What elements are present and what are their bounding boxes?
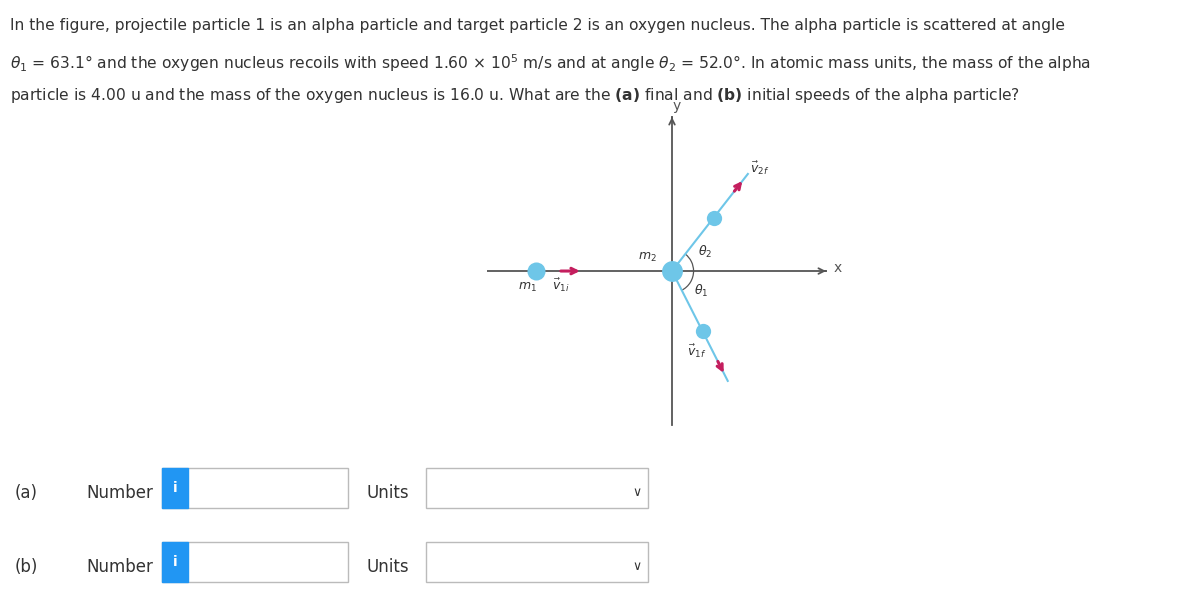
- Text: x: x: [833, 261, 841, 275]
- Text: Units: Units: [366, 557, 409, 576]
- Text: particle is 4.00 u and the mass of the oxygen nucleus is 16.0 u. What are the $\: particle is 4.00 u and the mass of the o…: [10, 86, 1020, 105]
- Text: $\vec{v}_{2f}$: $\vec{v}_{2f}$: [750, 160, 769, 177]
- Text: $m_1$: $m_1$: [518, 280, 536, 294]
- Text: y: y: [673, 99, 682, 113]
- Text: $\vec{v}_{1f}$: $\vec{v}_{1f}$: [686, 343, 706, 360]
- Text: i: i: [173, 555, 178, 569]
- Text: In the figure, projectile particle 1 is an alpha particle and target particle 2 : In the figure, projectile particle 1 is …: [10, 18, 1064, 33]
- Text: i: i: [173, 481, 178, 495]
- Text: $\theta_1$ = 63.1° and the oxygen nucleus recoils with speed 1.60 × 10$^5$ m/s a: $\theta_1$ = 63.1° and the oxygen nucleu…: [10, 52, 1091, 74]
- Text: (b): (b): [14, 557, 37, 576]
- Text: ∨: ∨: [632, 560, 642, 573]
- Text: ∨: ∨: [632, 486, 642, 500]
- Text: Units: Units: [366, 484, 409, 502]
- Text: Number: Number: [86, 557, 154, 576]
- Text: Number: Number: [86, 484, 154, 502]
- Text: $m_2$: $m_2$: [638, 251, 656, 264]
- Text: $\theta_1$: $\theta_1$: [694, 283, 708, 299]
- Text: $\vec{v}_{1i}$: $\vec{v}_{1i}$: [552, 276, 569, 294]
- Text: $\theta_2$: $\theta_2$: [698, 244, 712, 260]
- Text: (a): (a): [14, 484, 37, 502]
